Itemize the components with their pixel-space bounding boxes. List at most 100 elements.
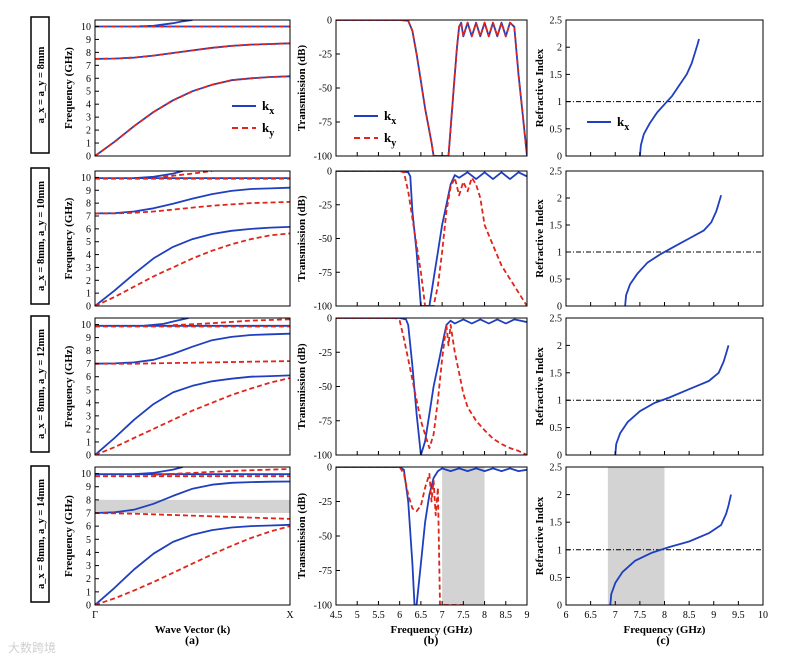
ytick-label-a-1-6: 6 — [86, 224, 91, 235]
series-group-a-2 — [95, 318, 290, 455]
ytick-label-b-0-2: -50 — [319, 84, 332, 95]
ytick-label-c-3-2: 1 — [557, 545, 562, 556]
shaded-band-c-3 — [607, 467, 665, 605]
ytick-label-a-1-0: 0 — [86, 302, 91, 313]
row-label-box-3 — [30, 315, 50, 453]
ytick-label-a-2-3: 3 — [86, 411, 91, 422]
series-a-1-ky_band2 — [95, 201, 290, 215]
ylabel-a-3: Frequency (GHz) — [63, 495, 75, 577]
ytick-label-a-1-1: 1 — [86, 289, 91, 300]
xtick-label-b-3-3: 6 — [397, 610, 402, 621]
row-label-box-2 — [30, 167, 50, 305]
ytick-label-a-0-9: 9 — [86, 35, 91, 46]
ytick-label-c-1-5: 2.5 — [550, 167, 563, 178]
ytick-label-c-3-0: 0 — [557, 601, 562, 612]
ytick-label-c-2-3: 1.5 — [550, 368, 563, 379]
panel-b-row-3: 0 -25 -50 -75 -100 Transmission (dB) — [296, 314, 528, 462]
panel-c-row-4: 0 0.5 1 1.5 2 2.5 6 6.5 7 7.5 8 8.5 9 9.5 10 Refractive… — [534, 463, 768, 637]
ytick-label-b-3-1: -25 — [319, 497, 332, 508]
legend-label-c-0-0: kx — [617, 114, 629, 133]
series-b-1-ky — [336, 171, 527, 306]
ytick-label-a-0-8: 8 — [86, 48, 91, 59]
series-a-2-kx_band1 — [95, 374, 290, 455]
ytick-label-c-1-3: 1.5 — [550, 221, 563, 232]
series-a-3-ky_band4 — [153, 468, 290, 476]
ytick-label-b-3-0: 0 — [327, 463, 332, 474]
ytick-label-b-3-3: -75 — [319, 566, 332, 577]
panel-b-row-2: 0 -25 -50 -75 -100 Transmission (dB) — [296, 167, 528, 313]
series-group-b-0 — [336, 20, 527, 156]
xtick-label-a-start: Γ — [92, 610, 98, 621]
ytick-label-c-2-4: 2 — [557, 341, 562, 352]
legend-label-b-0-1: ky — [384, 130, 396, 149]
series-a-1-kx_band4 — [133, 171, 184, 179]
ytick-label-c-0-2: 1 — [557, 97, 562, 108]
ytick-label-b-0-1: -25 — [319, 50, 332, 61]
row-labels: a_x = a_y = 8mm a_x = 8mm, a_y = 10mm a_… — [30, 16, 50, 603]
ylabel-c-1: Refractive Index — [534, 199, 546, 278]
ytick-label-a-2-2: 2 — [86, 424, 91, 435]
axes-box-a-3 — [94, 466, 291, 606]
series-a-3-kx_band2 — [95, 480, 290, 514]
ytick-label-a-2-9: 9 — [86, 333, 91, 344]
ytick-label-a-3-1: 1 — [86, 587, 91, 598]
ytick-label-c-0-5: 2.5 — [550, 16, 563, 27]
series-a-0-ky_band1 — [95, 75, 290, 156]
legend-sub-a-0-1: y — [269, 128, 274, 139]
ylabel-a-1: Frequency (GHz) — [63, 197, 75, 279]
legend-label-a-0-1: ky — [262, 120, 274, 139]
ytick-label-b-2-0: 0 — [327, 314, 332, 325]
ytick-label-a-1-8: 8 — [86, 199, 91, 210]
legend-sub-b-0-0: x — [391, 116, 396, 127]
axes-box-b-1 — [335, 170, 528, 307]
ytick-label-a-1-3: 3 — [86, 263, 91, 274]
series-a-2-ky_band1 — [95, 377, 290, 455]
xtick-label-b-3-9: 9 — [525, 610, 530, 621]
xtick-label-c-3-8: 10 — [758, 610, 768, 621]
ytick-label-c-3-4: 2 — [557, 490, 562, 501]
ytick-label-b-0-3: -75 — [319, 118, 332, 129]
series-a-1-kx_band2 — [95, 186, 290, 215]
ytick-label-a-2-0: 0 — [86, 451, 91, 462]
series-b-0-kx — [336, 20, 527, 156]
series-a-0-kx_band1 — [95, 75, 290, 156]
series-c-2-kx — [614, 345, 730, 455]
xtick-label-b-3-8: 8.5 — [500, 610, 513, 621]
ytick-label-b-0-4: -100 — [314, 152, 332, 163]
xtick-label-c-3-6: 9 — [711, 610, 716, 621]
series-c-3-kx — [609, 494, 732, 605]
shaded-band-b-3 — [442, 467, 485, 605]
series-group-b-3 — [336, 467, 527, 605]
ytick-label-a-2-5: 5 — [86, 385, 91, 396]
axes-box-a-0 — [94, 19, 291, 157]
ytick-label-a-3-4: 4 — [86, 548, 91, 559]
xlabel-a: Wave Vector (k) — [155, 624, 231, 636]
ytick-label-a-3-5: 5 — [86, 535, 91, 546]
panel-c-row-3: 0 0.5 1 1.5 2 2.5 Refractive Index — [534, 314, 764, 462]
series-a-0-ky_band2 — [95, 42, 290, 60]
ytick-label-b-3-2: -50 — [319, 532, 332, 543]
ytick-label-a-2-8: 8 — [86, 346, 91, 357]
ytick-label-b-1-3: -75 — [319, 268, 332, 279]
ytick-label-c-1-4: 2 — [557, 194, 562, 205]
panel-letter-c: (c) — [656, 633, 669, 647]
row-label-box-1 — [30, 16, 50, 154]
series-group-a-0 — [95, 20, 290, 156]
ytick-label-a-2-1: 1 — [86, 437, 91, 448]
ytick-label-a-0-2: 2 — [86, 126, 91, 137]
ytick-label-a-0-4: 4 — [86, 100, 91, 111]
series-a-2-kx_band2 — [95, 332, 290, 365]
axes-box-b-0 — [335, 19, 528, 157]
series-a-3-ky_band1 — [95, 525, 290, 605]
row-label-box-4 — [30, 465, 50, 603]
series-c-1-kx — [624, 195, 722, 306]
ytick-label-b-2-1: -25 — [319, 348, 332, 359]
panel-a-row-3: 0 1 2 3 4 5 6 7 8 9 10 Frequency (GHz) — [63, 317, 291, 462]
series-group-c-0 — [639, 38, 700, 156]
series-group-b-1 — [336, 171, 527, 306]
ytick-label-a-0-10: 10 — [81, 22, 91, 33]
ytick-label-b-2-3: -75 — [319, 416, 332, 427]
ytick-label-a-0-7: 7 — [86, 61, 91, 72]
ylabel-b-1: Transmission (dB) — [296, 195, 308, 282]
series-group-a-3 — [95, 467, 290, 605]
